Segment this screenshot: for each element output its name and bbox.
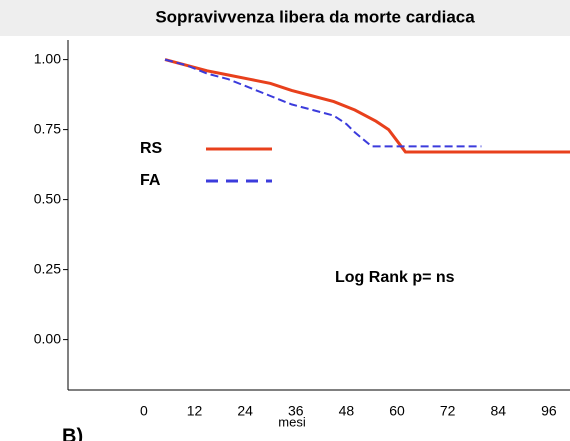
x-tick-label: 48 <box>339 403 355 419</box>
legend-label: FA <box>140 172 161 189</box>
chart-title: Sopravivvenza libera da morte cardiaca <box>155 7 475 26</box>
x-tick-label: 24 <box>237 403 253 419</box>
x-tick-label: 72 <box>440 403 456 419</box>
legend-label: RS <box>140 140 163 157</box>
x-tick-label: 84 <box>490 403 506 419</box>
x-tick-label: 36 <box>288 403 304 419</box>
survival-line <box>164 58 482 148</box>
y-tick-label: 0.00 <box>34 330 61 346</box>
x-axis-label: mesi <box>278 414 306 429</box>
x-tick-label: 12 <box>187 403 203 419</box>
y-tick-label: 0.25 <box>34 260 61 276</box>
x-tick-label: 60 <box>389 403 405 419</box>
annotation: Log Rank p= ns <box>335 269 455 286</box>
title-band <box>0 0 570 36</box>
y-tick-label: 0.50 <box>34 190 61 206</box>
x-tick-label: 96 <box>541 403 557 419</box>
survival-line <box>164 58 570 154</box>
y-tick-label: 0.75 <box>34 120 61 136</box>
y-tick-label: 1.00 <box>34 50 61 66</box>
x-tick-label: 0 <box>140 403 148 419</box>
panel-label: B) <box>62 425 83 441</box>
